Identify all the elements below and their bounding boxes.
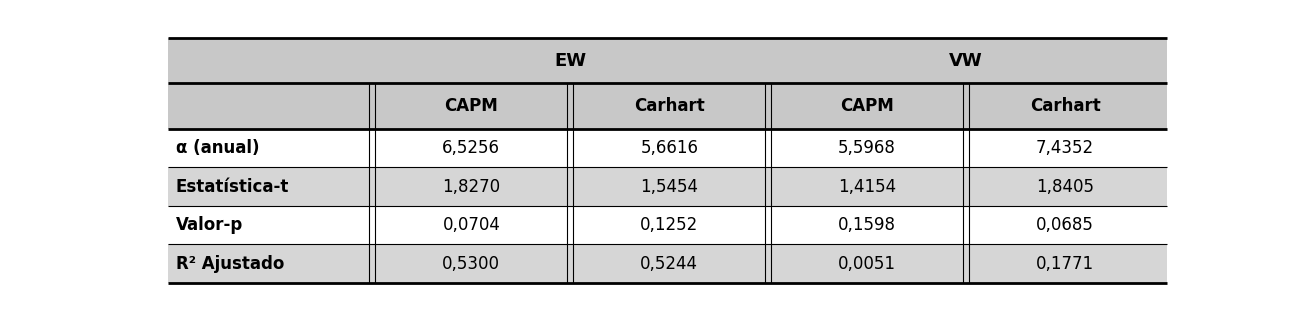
Text: 0,0704: 0,0704	[442, 216, 501, 234]
Text: Estatística-t: Estatística-t	[176, 178, 289, 196]
Text: 0,0685: 0,0685	[1036, 216, 1095, 234]
Text: CAPM: CAPM	[445, 97, 498, 115]
Text: 0,5244: 0,5244	[641, 255, 698, 273]
Text: 0,5300: 0,5300	[442, 255, 501, 273]
Text: VW: VW	[949, 52, 983, 70]
Text: Carhart: Carhart	[634, 97, 705, 115]
Text: 6,5256: 6,5256	[442, 139, 501, 157]
Text: Carhart: Carhart	[1030, 97, 1100, 115]
Bar	[168, 83, 1167, 129]
Text: 0,1252: 0,1252	[640, 216, 698, 234]
Text: 1,8270: 1,8270	[442, 178, 501, 196]
Text: α (anual): α (anual)	[176, 139, 259, 157]
Bar	[168, 167, 1167, 206]
Text: 1,4154: 1,4154	[838, 178, 896, 196]
Bar	[168, 38, 1167, 83]
Bar	[168, 245, 1167, 283]
Bar	[168, 206, 1167, 245]
Text: 0,1598: 0,1598	[838, 216, 896, 234]
Text: 7,4352: 7,4352	[1036, 139, 1095, 157]
Text: Valor-p: Valor-p	[176, 216, 243, 234]
Text: 1,5454: 1,5454	[641, 178, 698, 196]
Text: R² Ajustado: R² Ajustado	[176, 255, 283, 273]
Text: CAPM: CAPM	[840, 97, 894, 115]
Text: EW: EW	[554, 52, 586, 70]
Text: 1,8405: 1,8405	[1036, 178, 1095, 196]
Bar	[168, 129, 1167, 167]
Text: 5,5968: 5,5968	[838, 139, 896, 157]
Text: 0,0051: 0,0051	[838, 255, 896, 273]
Text: 0,1771: 0,1771	[1036, 255, 1095, 273]
Text: 5,6616: 5,6616	[641, 139, 698, 157]
